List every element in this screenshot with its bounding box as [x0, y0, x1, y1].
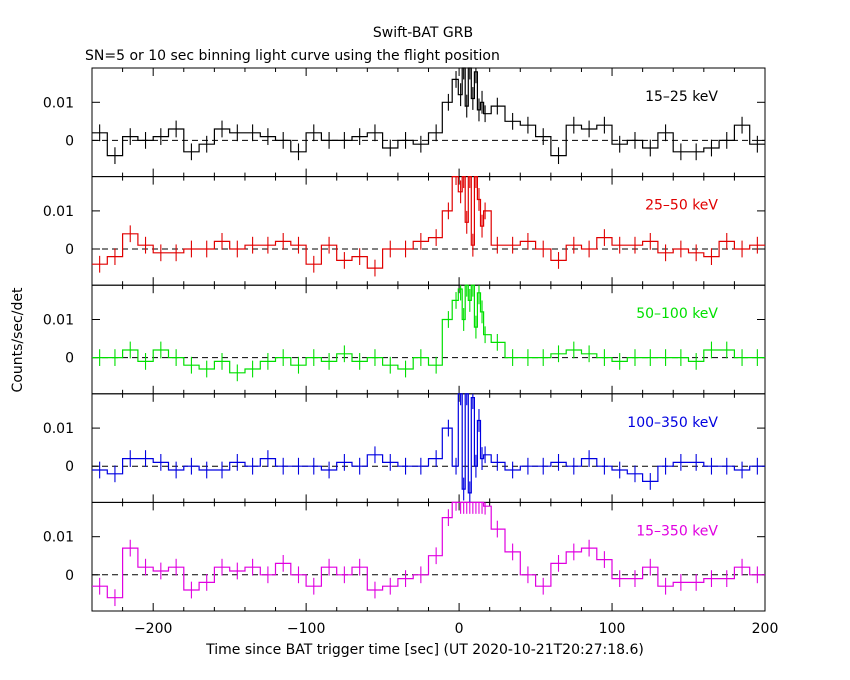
x-tick-label: −100 [287, 621, 325, 637]
band-label: 15–350 keV [636, 523, 718, 539]
band-label: 100–350 keV [627, 415, 718, 431]
y-tick-label: 0 [65, 351, 74, 367]
y-tick-label: 0.01 [43, 530, 74, 546]
x-tick-label: −200 [134, 621, 172, 637]
band-label: 50–100 keV [636, 306, 718, 322]
panels: 0 0.01 15–25 keV 0 0.01 25–50 keV 0 0.01 50–100 … [43, 67, 779, 637]
band-label: 15–25 keV [645, 89, 718, 105]
x-tick-label: 200 [752, 621, 779, 637]
x-tick-label: 0 [455, 621, 464, 637]
band-label: 25–50 keV [645, 198, 718, 214]
panel-frame [91, 393, 766, 503]
light-curve-step [92, 67, 765, 157]
chart-subtitle: SN=5 or 10 sec binning light curve using… [85, 48, 500, 64]
panel-4: 0 0.01 100–350 keV [43, 393, 766, 503]
y-tick-label: 0 [65, 133, 74, 149]
chart-title: Swift-BAT GRB [373, 25, 473, 41]
y-tick-label: 0.01 [43, 204, 74, 220]
x-axis-label: Time since BAT trigger time [sec] (UT 20… [205, 642, 644, 658]
panel-2: 0 0.01 25–50 keV [43, 176, 766, 286]
y-tick-label: 0 [65, 242, 74, 258]
panel-frame [91, 67, 766, 178]
x-tick-label: 100 [599, 621, 626, 637]
y-tick-label: 0.01 [43, 312, 74, 328]
light-curve-step [92, 393, 765, 494]
y-tick-label: 0.01 [43, 421, 74, 437]
light-curve-step [92, 284, 765, 374]
y-axis-label: Counts/sec/det [10, 287, 26, 392]
panel-3: 0 0.01 50–100 keV [43, 284, 766, 395]
panel-frame [91, 284, 766, 395]
panel-frame [91, 176, 766, 286]
light-curve-step [92, 501, 765, 599]
panel-5: 0 0.01 15–350 keV [43, 501, 766, 612]
y-tick-label: 0.01 [43, 95, 74, 111]
y-tick-label: 0 [65, 568, 74, 584]
y-tick-label: 0 [65, 459, 74, 475]
panel-1: 0 0.01 15–25 keV [43, 67, 766, 178]
light-curve-step [92, 176, 765, 269]
